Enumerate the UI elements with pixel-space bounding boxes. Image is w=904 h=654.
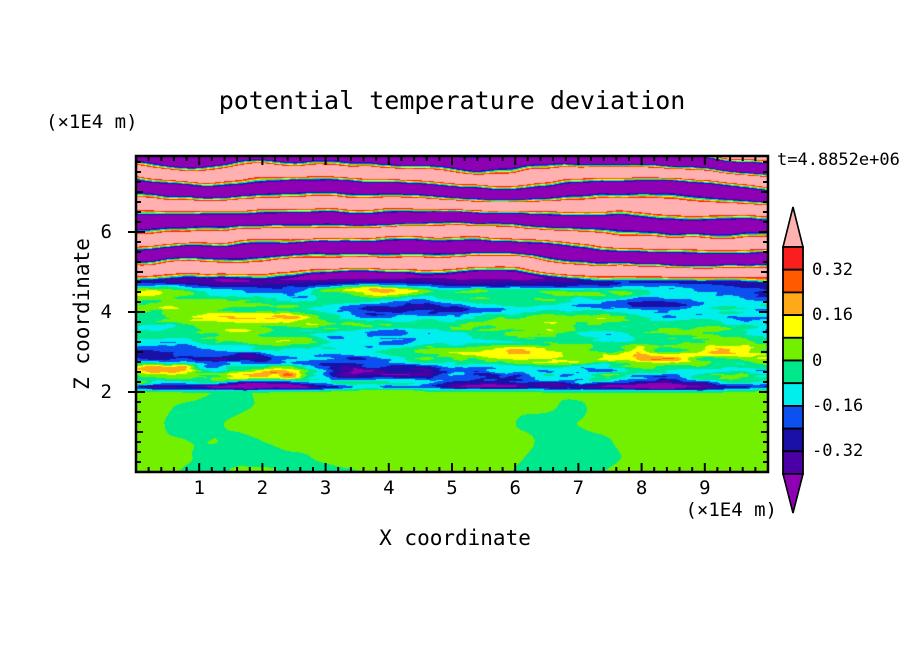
colorbar-tick-label: -0.32: [812, 441, 864, 462]
x-tick-label: 7: [572, 477, 585, 499]
colorbar-segment: [782, 382, 804, 407]
time-annotation: t=4.8852e+06: [777, 150, 900, 170]
colorbar-tick-label: 0.16: [812, 305, 853, 326]
contour-field-canvas: [136, 156, 768, 472]
plot-title: potential temperature deviation: [218, 86, 686, 115]
x-tick-label: 8: [635, 477, 648, 499]
colorbar-tick-label: -0.16: [812, 395, 864, 416]
colorbar-segment: [782, 450, 804, 475]
colorbar-arrow-high: [781, 206, 805, 248]
y-tick-label: 4: [100, 301, 112, 323]
colorbar-arrow-low: [781, 473, 805, 514]
x-tick-label: 3: [319, 477, 332, 499]
colorbar-segment: [782, 359, 804, 385]
y-tick-label: 6: [100, 221, 112, 243]
x-tick-label: 1: [193, 477, 205, 499]
x-tick-label: 5: [446, 477, 458, 499]
colorbar-segment: [782, 291, 804, 316]
y-tick-label: 2: [100, 381, 112, 403]
x-axis-unit-label: (×1E4 m): [685, 499, 777, 521]
colorbar-tick-label: 0.32: [812, 259, 853, 280]
x-tick-label: 2: [256, 477, 269, 499]
x-tick-label: 9: [699, 477, 711, 499]
colorbar-segment: [782, 314, 804, 339]
colorbar-segment: [782, 404, 804, 430]
x-tick-label: 6: [509, 477, 521, 499]
y-axis-unit-label: (×1E4 m): [46, 111, 138, 133]
colorbar-segment: [782, 336, 804, 362]
colorbar-tick-label: 0: [812, 350, 823, 371]
colorbar-segment: [782, 268, 804, 294]
colorbar-segment: [782, 246, 804, 271]
x-axis-title: X coordinate: [379, 526, 531, 550]
x-tick-label: 4: [383, 477, 395, 499]
colorbar-segment: [782, 427, 804, 453]
